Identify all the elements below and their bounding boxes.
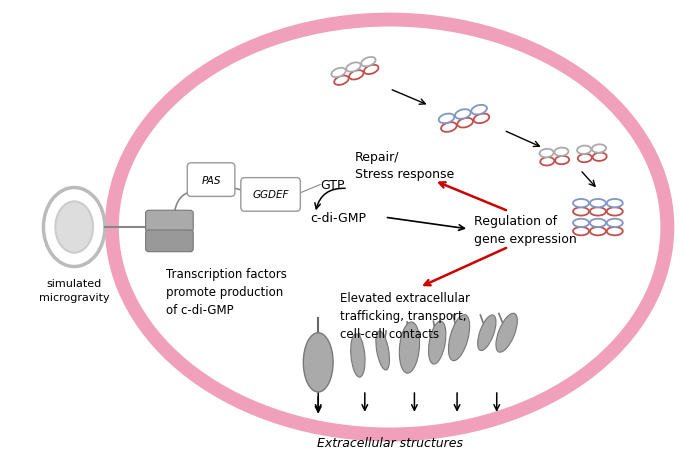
Ellipse shape	[590, 228, 606, 236]
Ellipse shape	[573, 219, 589, 228]
Ellipse shape	[458, 118, 473, 128]
Ellipse shape	[112, 21, 667, 435]
Ellipse shape	[540, 150, 553, 158]
Ellipse shape	[376, 331, 390, 370]
Ellipse shape	[577, 146, 591, 155]
Ellipse shape	[361, 58, 375, 67]
Text: Elevated extracellular
trafficking, transport,
cell-cell contacts: Elevated extracellular trafficking, tran…	[340, 291, 470, 341]
Ellipse shape	[590, 219, 606, 228]
Ellipse shape	[577, 155, 592, 163]
Ellipse shape	[607, 200, 623, 208]
Ellipse shape	[477, 315, 496, 351]
Text: c-di-GMP: c-di-GMP	[310, 211, 366, 224]
Text: Transcription factors
promote production
of c-di-GMP: Transcription factors promote production…	[166, 267, 287, 316]
Ellipse shape	[364, 66, 378, 75]
Ellipse shape	[555, 157, 569, 165]
Ellipse shape	[607, 219, 623, 228]
Text: simulated
microgravity: simulated microgravity	[39, 279, 110, 302]
Ellipse shape	[429, 321, 446, 364]
Ellipse shape	[303, 333, 333, 392]
FancyBboxPatch shape	[241, 178, 300, 212]
Ellipse shape	[332, 69, 346, 78]
Text: GTP: GTP	[320, 179, 345, 191]
Ellipse shape	[55, 202, 93, 253]
Ellipse shape	[449, 315, 470, 361]
Ellipse shape	[399, 322, 420, 373]
Ellipse shape	[346, 63, 361, 73]
Ellipse shape	[593, 153, 607, 162]
Ellipse shape	[496, 313, 517, 353]
Ellipse shape	[590, 200, 606, 208]
Ellipse shape	[455, 110, 471, 119]
Ellipse shape	[334, 76, 349, 86]
Ellipse shape	[554, 148, 569, 157]
Ellipse shape	[349, 71, 364, 80]
Text: GGDEF: GGDEF	[252, 190, 289, 200]
Ellipse shape	[607, 228, 623, 236]
Ellipse shape	[438, 114, 454, 124]
Ellipse shape	[607, 208, 623, 216]
Ellipse shape	[441, 123, 457, 133]
FancyBboxPatch shape	[187, 163, 235, 197]
Ellipse shape	[573, 228, 589, 236]
Ellipse shape	[471, 106, 487, 115]
Ellipse shape	[590, 208, 606, 216]
Text: Regulation of
gene expression: Regulation of gene expression	[474, 214, 577, 245]
Text: PAS: PAS	[201, 175, 221, 185]
Text: Repair/
Stress response: Repair/ Stress response	[355, 151, 454, 180]
Ellipse shape	[540, 158, 554, 166]
Ellipse shape	[43, 188, 105, 267]
FancyBboxPatch shape	[146, 230, 193, 252]
Ellipse shape	[573, 208, 589, 216]
FancyBboxPatch shape	[146, 211, 193, 232]
Ellipse shape	[592, 145, 606, 153]
Ellipse shape	[573, 200, 589, 208]
Ellipse shape	[351, 334, 365, 377]
Ellipse shape	[473, 114, 489, 124]
Text: Extracellular structures: Extracellular structures	[316, 437, 462, 449]
